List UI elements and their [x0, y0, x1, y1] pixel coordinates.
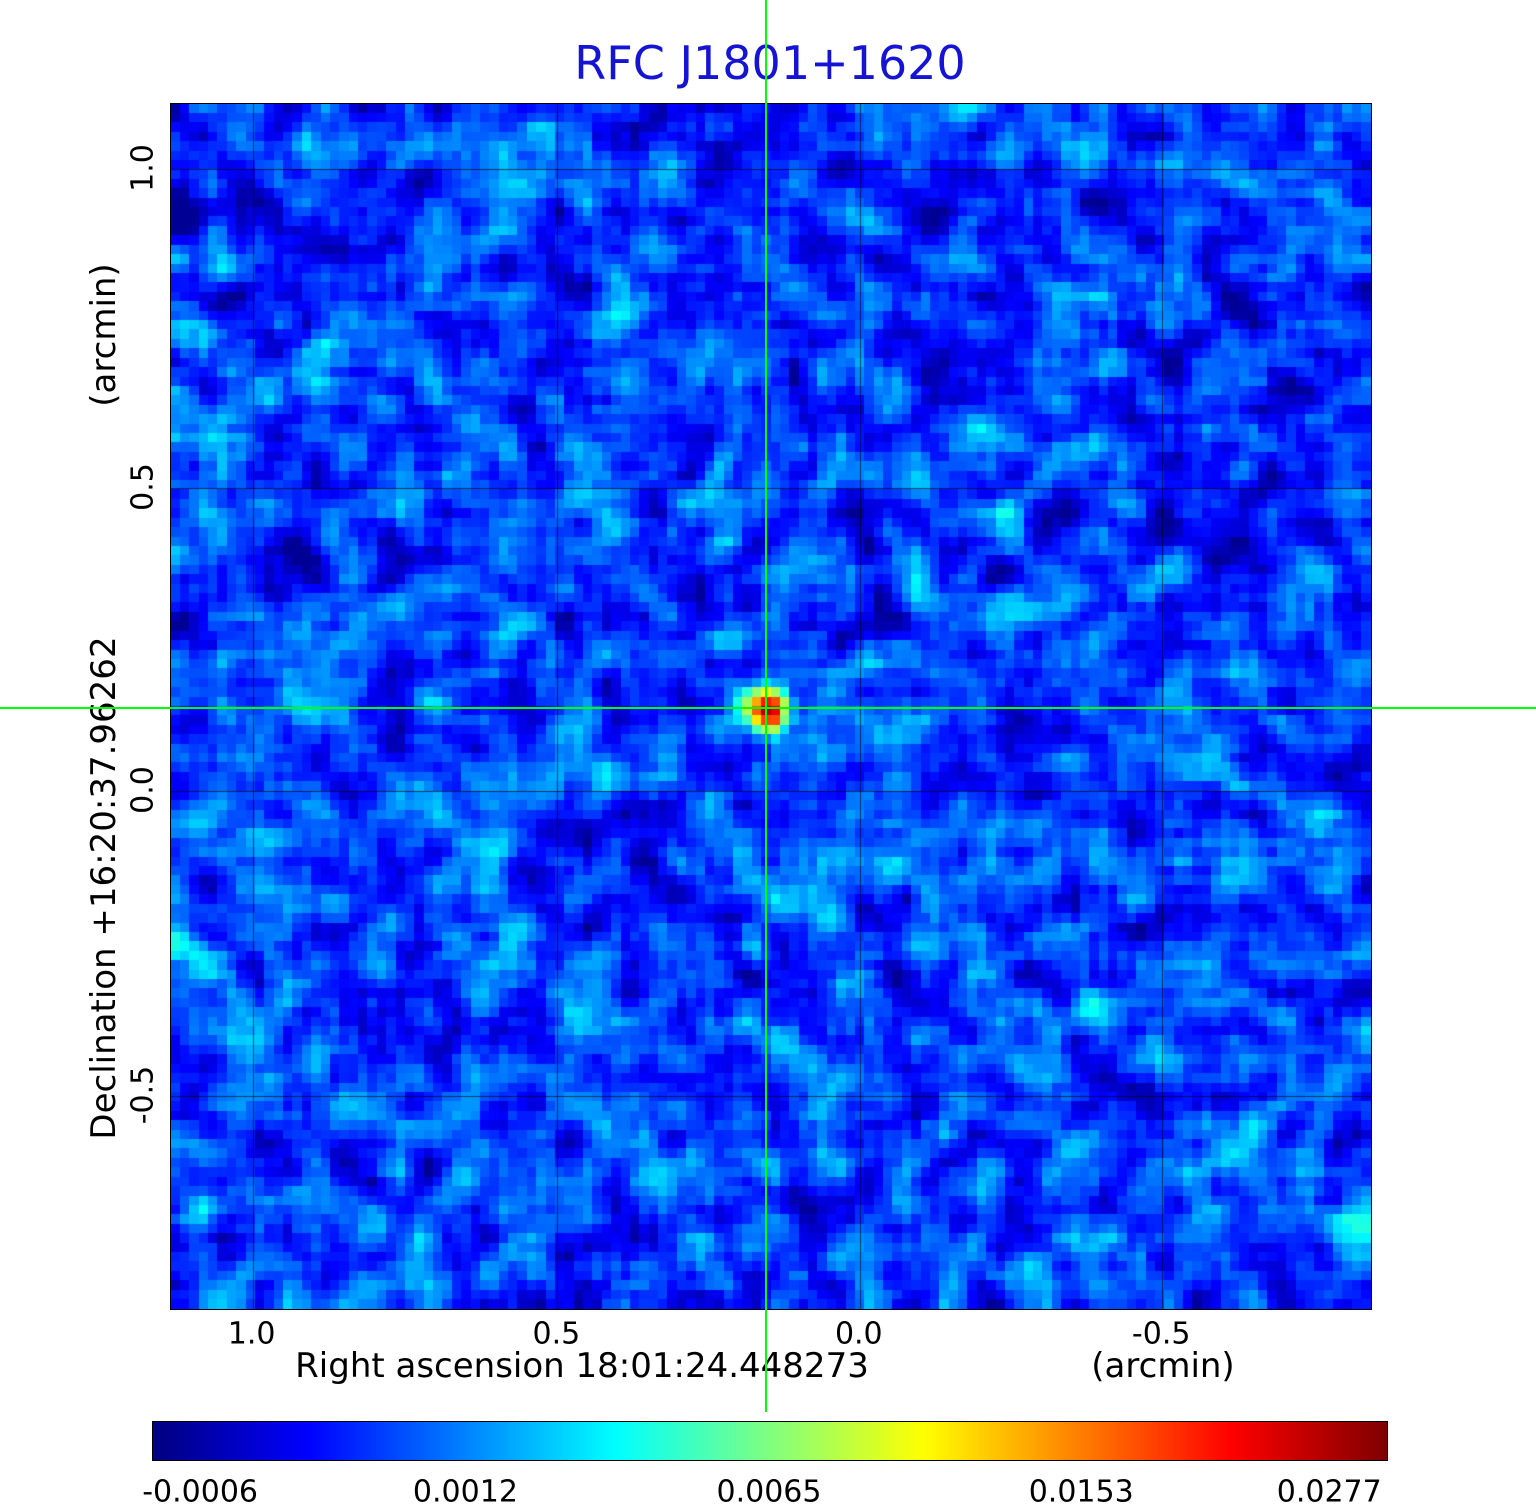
colorbar: [152, 1421, 1388, 1461]
colorbar-tick-label: -0.0006: [142, 1474, 259, 1510]
y-axis-label: Declination +16:20:37.96262: [84, 636, 124, 1140]
y-tick-label: 1.0: [125, 144, 161, 192]
x-axis-unit-label: (arcmin): [1091, 1346, 1235, 1386]
x-axis-label: Right ascension 18:01:24.448273: [295, 1346, 869, 1386]
colorbar-tick-label: 0.0012: [412, 1474, 518, 1510]
colorbar-tick-label: 0.0277: [1276, 1474, 1382, 1510]
y-tick-label: 0.0: [125, 765, 161, 814]
x-tick-label: 0.0: [834, 1316, 883, 1352]
crosshair-vertical-line: [765, 0, 768, 1412]
colorbar-tick-label: 0.0065: [716, 1474, 822, 1510]
figure-title: RFC J1801+1620: [574, 36, 966, 90]
colorbar-tick-label: 0.0153: [1028, 1474, 1134, 1510]
x-tick-label: -0.5: [1131, 1316, 1191, 1352]
sky-map-canvas: [171, 104, 1371, 1309]
x-tick-label: 1.0: [227, 1316, 276, 1352]
y-axis-unit-label: (arcmin): [84, 263, 124, 407]
x-tick-label: 0.5: [532, 1316, 581, 1352]
sky-map-plot: [170, 103, 1372, 1310]
colorbar-gradient-canvas: [153, 1422, 1387, 1460]
crosshair-horizontal-line: [0, 707, 1536, 710]
y-tick-label: 0.5: [125, 463, 161, 512]
y-tick-label: -0.5: [125, 1065, 161, 1124]
